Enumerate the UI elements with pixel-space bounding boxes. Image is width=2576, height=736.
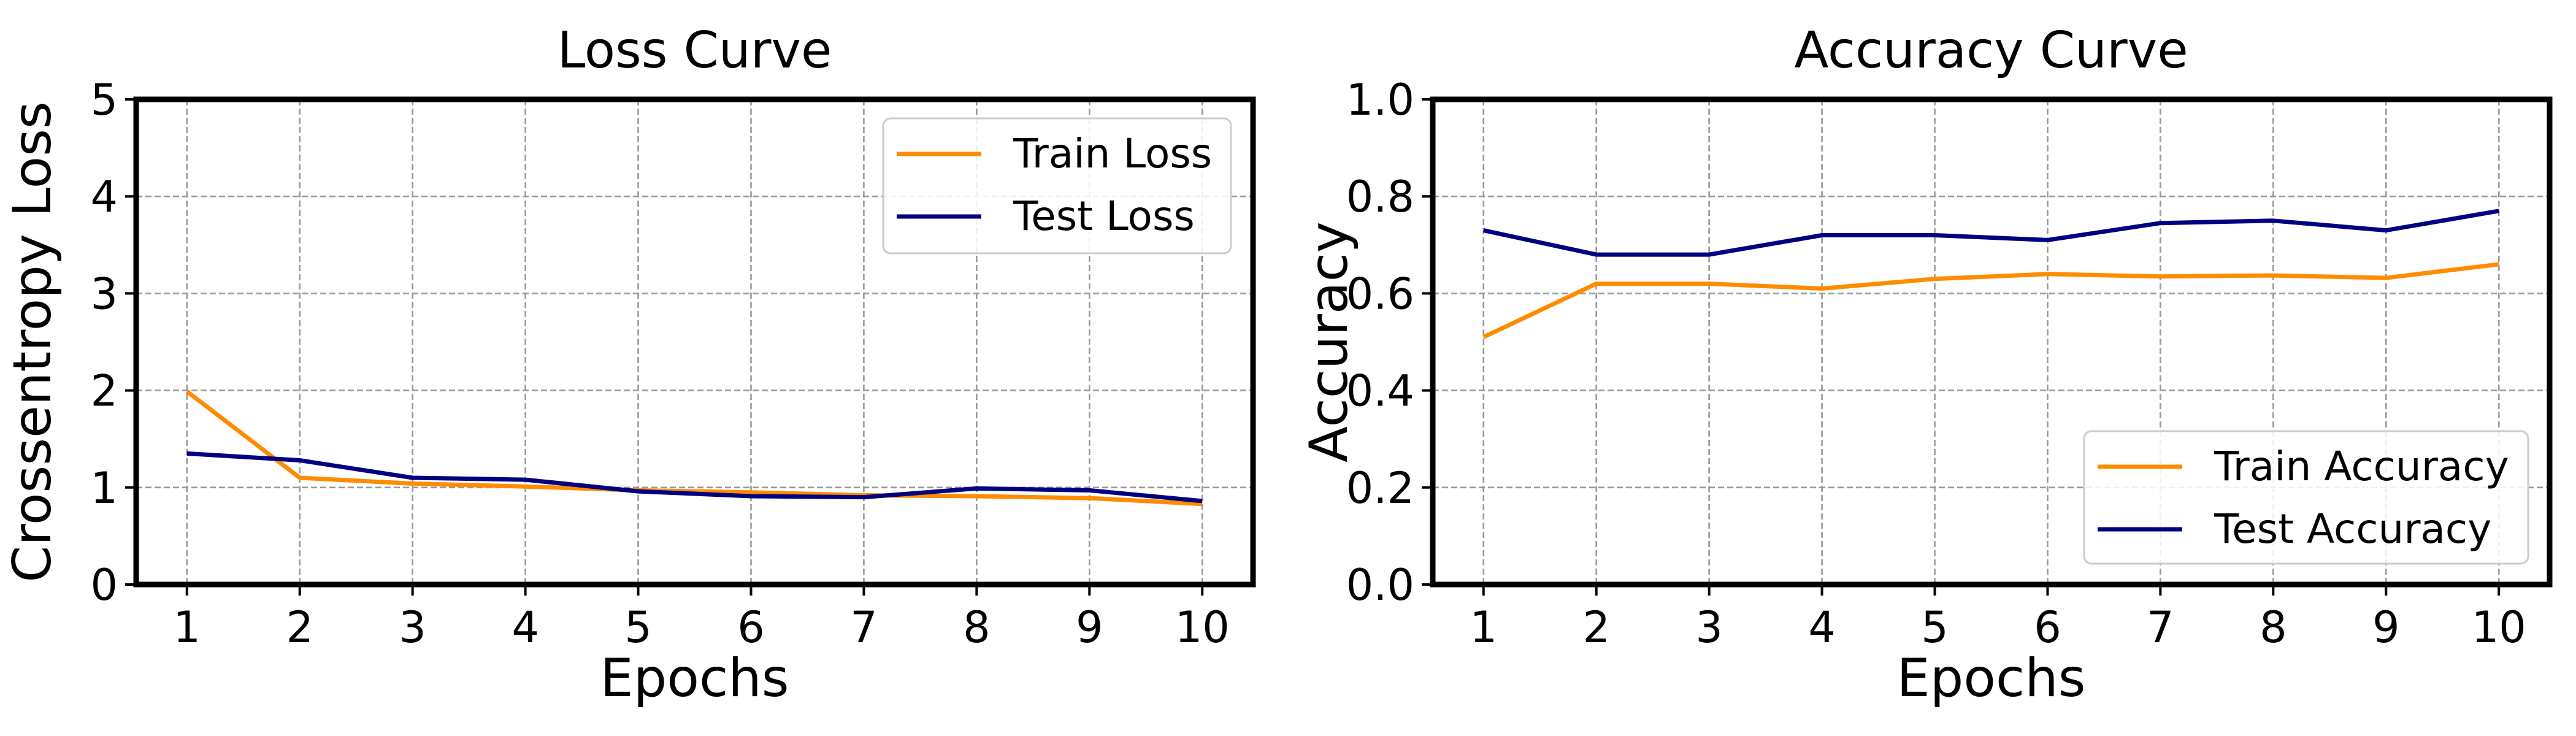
chart-title: Accuracy Curve (1794, 21, 2188, 80)
x-tick-label: 8 (2260, 602, 2287, 653)
x-tick-label: 9 (2372, 602, 2400, 653)
x-tick-label: 1 (1470, 602, 1497, 653)
y-axis-label: Crossentropy Loss (2, 101, 63, 582)
chart-title: Loss Curve (558, 21, 832, 80)
y-tick-label: 0.8 (1346, 172, 1414, 222)
legend-label: Test Accuracy (2214, 505, 2491, 553)
legend-label: Train Loss (1013, 130, 1212, 177)
series-line-train-loss (185, 389, 1203, 507)
x-tick-label: 10 (2472, 602, 2526, 653)
x-tick-label: 6 (737, 602, 765, 653)
legend-label: Test Loss (1013, 193, 1195, 240)
y-tick-label: 0.6 (1346, 269, 1414, 319)
legend: Train Accuracy Test Accuracy (2083, 430, 2529, 565)
y-tick-label: 0 (90, 560, 118, 610)
series-line-test-loss (186, 451, 1203, 504)
legend: Train Loss Test Loss (882, 117, 1232, 255)
x-tick-label: 7 (850, 602, 878, 653)
x-tick-label: 3 (399, 602, 426, 653)
y-tick-label: 0.0 (1346, 560, 1414, 610)
y-tick-label: 0.4 (1346, 366, 1414, 416)
x-tick-label: 9 (1076, 602, 1103, 653)
y-tick-label: 1 (90, 463, 118, 513)
x-tick-label: 2 (1582, 602, 1610, 653)
plot-frame (1430, 96, 2553, 588)
y-axis-label: Accuracy (1298, 221, 1360, 462)
x-tick-label: 4 (1808, 602, 1836, 653)
x-tick-label: 8 (963, 602, 991, 653)
x-tick-label: 6 (2034, 602, 2061, 653)
x-tick-label: 2 (286, 602, 313, 653)
x-tick-label: 3 (1695, 602, 1723, 653)
x-tick-label: 4 (512, 602, 539, 653)
legend-box (2083, 430, 2529, 565)
x-axis-label: Epochs (600, 648, 789, 709)
series-line-test-accuracy (1483, 209, 2499, 257)
y-tick-label: 0.2 (1346, 463, 1414, 513)
loss-curve-panel: 1 2 3 4 5 6 7 8 9 10 0 1 2 3 4 5 Loss Curve Epochs Crossen… (2, 21, 1256, 709)
x-tick-label: 5 (1921, 602, 1949, 653)
y-tick-label: 5 (90, 75, 118, 125)
y-tick-label: 2 (90, 366, 118, 416)
x-tick-label: 10 (1175, 602, 1230, 653)
x-tick-label: 5 (624, 602, 652, 653)
series-line-train-accuracy (1482, 262, 2499, 339)
y-tick-label: 4 (90, 172, 118, 222)
x-axis-label: Epochs (1896, 648, 2085, 709)
y-tick-label: 3 (90, 269, 118, 319)
plot-frame (133, 96, 1256, 588)
x-tick-label: 7 (2147, 602, 2174, 653)
accuracy-curve-panel: 1 2 3 4 5 6 7 8 9 10 0.0 0.2 0.4 0.6 0.8 1.0 Accuracy Cu… (1298, 21, 2553, 709)
legend-label: Train Accuracy (2214, 443, 2509, 490)
x-tick-label: 1 (173, 602, 201, 653)
y-tick-label: 1.0 (1346, 75, 1414, 125)
